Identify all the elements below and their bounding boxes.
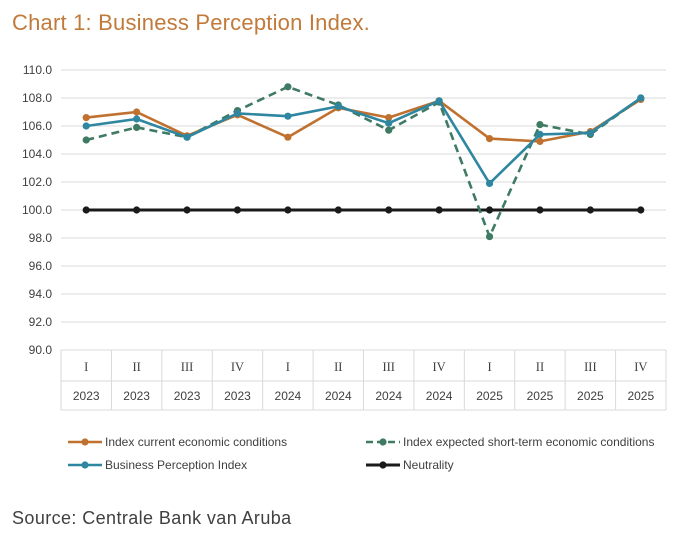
data-point [385, 206, 393, 214]
y-axis-tick-labels: 90.0 92.0 94.0 96.0 98.0 100.0 102.0 104.0 106.0… [22, 63, 52, 357]
x-tick-quarter: I [487, 360, 491, 374]
data-point [485, 206, 494, 214]
data-point [586, 206, 594, 214]
data-point [334, 102, 342, 110]
y-tick-label: 104.0 [22, 147, 52, 161]
x-tick-year: 2024 [426, 389, 453, 403]
data-point [284, 133, 292, 141]
x-tick-quarter: II [132, 360, 140, 374]
x-tick-quarter: IV [231, 360, 244, 374]
data-point [334, 206, 342, 214]
data-point [82, 206, 90, 214]
x-tick-quarter: I [286, 360, 290, 374]
data-point [133, 123, 141, 131]
x-tick-quarter: IV [433, 360, 446, 374]
data-point [284, 83, 292, 91]
data-point [485, 233, 494, 241]
y-tick-label: 106.0 [22, 119, 52, 133]
source-note: Source: Centrale Bank van Aruba [12, 508, 292, 528]
data-point [385, 126, 393, 134]
data-point [637, 94, 645, 102]
legend-item: Index current economic conditions [68, 435, 287, 449]
y-tick-label: 108.0 [22, 91, 52, 105]
data-point [536, 206, 544, 214]
legend-swatch-marker [379, 438, 387, 446]
data-point [183, 133, 191, 141]
legend-item: Index expected short-term economic condi… [366, 435, 654, 449]
data-point [284, 112, 292, 120]
data-point [435, 206, 443, 214]
y-tick-label: 96.0 [29, 259, 53, 273]
series-index-current-economic-conditions [82, 95, 645, 145]
x-axis-category-table: I2023II2023III2023IV2023I2024II2024III20… [60, 350, 667, 411]
data-point [536, 137, 544, 145]
data-point [233, 206, 242, 214]
x-tick-year: 2023 [73, 389, 100, 403]
series-line [85, 85, 642, 238]
x-tick-year: 2023 [123, 389, 150, 403]
x-tick-quarter: IV [634, 360, 647, 374]
legend-item: Business Perception Index [68, 458, 247, 472]
y-tick-label: 102.0 [22, 175, 52, 189]
data-point [133, 108, 141, 116]
series-index-expected-short-term-economic-conditions [82, 83, 645, 241]
y-tick-label: 98.0 [29, 231, 53, 245]
data-point [435, 97, 443, 105]
x-tick-year: 2025 [527, 389, 554, 403]
y-tick-label: 110.0 [23, 63, 52, 77]
legend-swatch-marker [379, 461, 387, 469]
data-point [133, 115, 141, 123]
x-tick-year: 2025 [476, 389, 503, 403]
data-point [586, 129, 594, 137]
data-point [385, 119, 393, 127]
gridlines [61, 69, 666, 351]
x-tick-quarter: II [536, 360, 544, 374]
data-point [536, 130, 544, 138]
x-tick-quarter: III [584, 360, 597, 374]
data-point [536, 121, 544, 129]
x-tick-quarter: I [84, 360, 88, 374]
data-point [82, 114, 90, 122]
data-point [637, 206, 645, 214]
y-tick-label: 94.0 [29, 287, 53, 301]
x-tick-year: 2025 [577, 389, 604, 403]
legend-label: Neutrality [403, 458, 454, 472]
data-point [133, 206, 141, 214]
series-lines [82, 83, 645, 241]
x-tick-year: 2025 [627, 389, 654, 403]
legend-label: Index current economic conditions [105, 435, 287, 449]
x-tick-quarter: III [382, 360, 395, 374]
data-point [233, 109, 242, 117]
y-tick-label: 92.0 [29, 315, 53, 329]
x-tick-year: 2024 [275, 389, 302, 403]
series-line [86, 96, 642, 185]
legend-swatch-marker [81, 438, 89, 446]
y-tick-label: 100.0 [22, 203, 52, 217]
data-point [82, 136, 90, 144]
legend-item: Neutrality [366, 458, 454, 472]
series-neutrality [82, 206, 645, 214]
x-tick-quarter: II [334, 360, 342, 374]
legend: Index current economic conditions Index e… [68, 435, 654, 472]
series-line [86, 98, 642, 143]
legend-label: Index expected short-term economic condi… [403, 435, 654, 449]
data-point [82, 122, 90, 130]
legend-label: Business Perception Index [105, 458, 247, 472]
x-tick-year: 2023 [224, 389, 251, 403]
chart-title: Chart 1: Business Perception Index. [12, 10, 370, 35]
x-tick-year: 2024 [325, 389, 352, 403]
legend-swatch-marker [81, 461, 89, 469]
data-point [284, 206, 292, 214]
y-tick-label: 90.0 [29, 343, 53, 357]
data-point [485, 179, 494, 187]
data-point [183, 206, 191, 214]
x-tick-year: 2023 [174, 389, 201, 403]
data-point [485, 135, 494, 143]
data-point [385, 114, 393, 122]
x-tick-year: 2024 [375, 389, 402, 403]
x-tick-quarter: III [181, 360, 194, 374]
series-business-perception-index [82, 94, 645, 187]
